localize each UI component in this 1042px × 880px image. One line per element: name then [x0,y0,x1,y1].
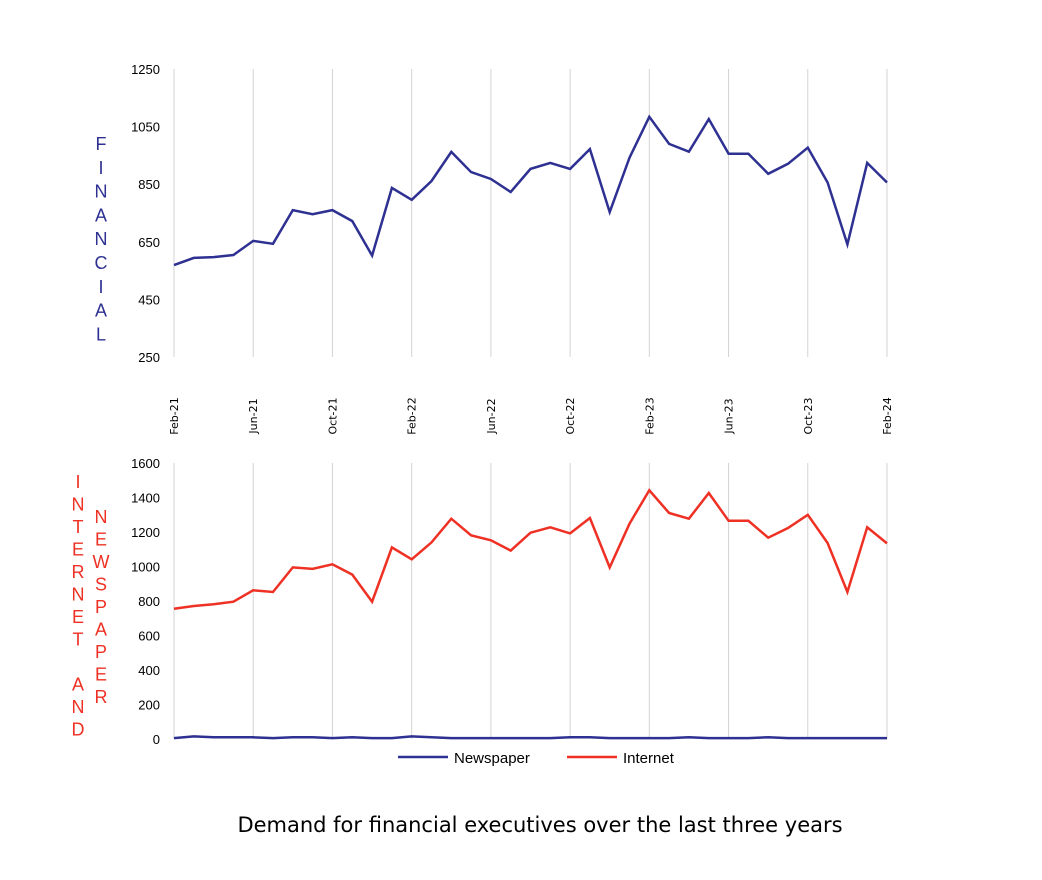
x-tick-label: Feb-22 [406,397,419,434]
internet-y-tick-label: 1000 [131,560,160,575]
internet-and-axis-title-letter: R [72,562,85,582]
newspaper-axis-title-letter: E [95,665,107,685]
internet-y-tick-label: 1600 [131,456,160,471]
internet-newspaper-plot: 0 200 400 600 800 1000 1200 1400 1600 [131,456,888,747]
internet-and-axis-title-letter: E [72,607,84,627]
internet-y-tick-label: 800 [138,594,160,609]
newspaper-axis-title-letter: P [95,642,107,662]
internet-y-tick-label: 1200 [131,525,160,540]
newspaper-axis-title-letter: A [95,620,107,640]
internet-y-tick-label: 400 [138,663,160,678]
newspaper-axis-title-letter: P [95,597,107,617]
x-axis-tick-labels: Feb-21 Jun-21 Oct-21 Feb-22 Jun-22 Oct-22 Feb-… [168,397,894,434]
internet-and-axis-title-letter: D [72,720,85,740]
financial-axis-title-letter: C [95,253,108,273]
financial-y-tick-label: 1050 [131,120,160,135]
legend: Newspaper Internet [398,750,675,767]
legend-newspaper-label: Newspaper [454,750,530,767]
internet-y-tick-label: 200 [138,698,160,713]
internet-and-axis-title-letter: I [75,472,80,492]
internet-and-axis-title-letter: N [72,697,85,717]
x-tick-label: Feb-24 [881,397,894,434]
newspaper-axis-title-letter: S [95,575,107,595]
financial-series-financial-line [173,114,888,267]
internet-and-axis-title-letter: N [72,585,85,605]
internet-and-axis-title-letter: N [72,495,85,515]
internet-and-axis-title-letter: A [72,675,84,695]
internet-series-newspaper-line [173,735,887,740]
chart-caption: Demand for financial executives over the… [237,813,842,837]
internet-and-axis-title-letter: T [73,517,84,537]
internet-and-axis-title-letter: T [73,630,84,650]
internet-y-tick-label: 0 [153,732,160,747]
x-tick-label: Feb-21 [168,397,181,434]
newspaper-axis-title-letter: N [95,507,108,527]
internet-series-internet-line [173,488,888,611]
x-tick-label: Jun-23 [723,398,736,434]
newspaper-axis-title-letter: R [95,687,108,707]
x-tick-label: Feb-23 [643,397,656,434]
financial-axis-title-letter: I [98,277,103,297]
financial-y-tick-label: 1250 [131,62,160,77]
newspaper-axis-title-letter: W [93,552,110,572]
internet-and-axis-title-letter: E [72,540,84,560]
financial-axis-title-letter: L [96,324,106,344]
x-tick-label: Oct-22 [564,398,577,435]
financial-axis-title-letter: A [95,205,107,225]
internet-y-tick-label: 1400 [131,491,160,506]
legend-internet-label: Internet [623,750,675,767]
internet-y-tick-label: 600 [138,629,160,644]
financial-axis-title-letter: N [95,182,108,202]
newspaper-axis-title-letter: E [95,530,107,550]
financial-y-tick-label: 250 [138,350,160,365]
financial-axis-title-letter: N [95,229,108,249]
financial-axis-title-letter: I [98,158,103,178]
x-tick-label: Jun-21 [247,398,260,434]
x-tick-label: Oct-21 [326,398,339,435]
financial-axis-title-letter: A [95,301,107,321]
financial-plot: 250 450 650 850 1050 1250 [131,62,888,365]
x-tick-label: Oct-23 [802,398,815,435]
financial-y-tick-label: 650 [138,235,160,250]
financial-axis-title-letter: F [96,134,107,154]
financial-y-tick-label: 450 [138,292,160,307]
x-tick-label: Jun-22 [485,398,498,434]
financial-y-tick-label: 850 [138,177,160,192]
